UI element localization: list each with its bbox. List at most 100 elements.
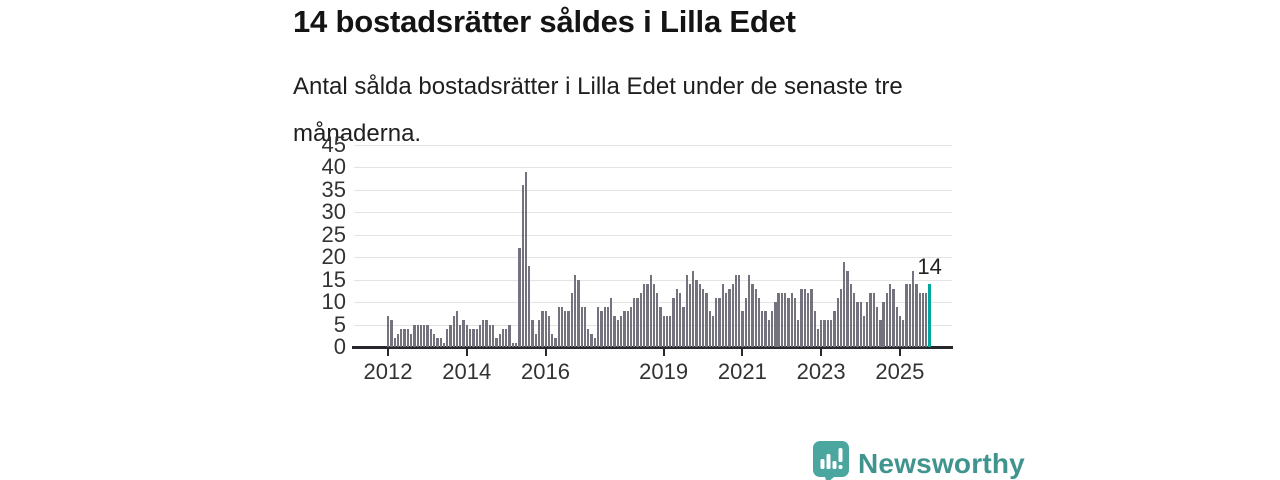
x-axis-tick-label: 2023 — [796, 359, 846, 384]
bar — [495, 338, 498, 347]
y-axis-tick-label: 10 — [321, 289, 346, 315]
bar — [872, 293, 875, 347]
bar — [652, 284, 656, 347]
bar — [711, 315, 715, 347]
bar — [498, 333, 501, 347]
bar — [738, 275, 741, 347]
bar — [882, 302, 885, 347]
bar — [705, 293, 708, 347]
x-axis-tick — [544, 349, 547, 356]
bar — [761, 311, 764, 347]
x-axis-tick-label: 2016 — [521, 359, 570, 384]
bar — [518, 248, 521, 347]
bar — [547, 315, 551, 347]
bar — [885, 293, 889, 347]
bar — [679, 293, 682, 347]
bar — [574, 275, 577, 347]
page-title: 14 bostadsrätter såldes i Lilla Edet — [293, 4, 796, 39]
bar — [475, 329, 478, 347]
bar — [387, 315, 390, 347]
bar — [915, 284, 918, 347]
bar — [764, 311, 767, 347]
bar — [432, 333, 436, 347]
bar — [587, 329, 590, 347]
brand-name: Newsworthy — [858, 447, 1025, 479]
bar — [898, 315, 902, 347]
bar — [580, 306, 583, 347]
bar — [751, 284, 754, 347]
gridline — [354, 189, 952, 191]
bar — [892, 288, 895, 347]
bar — [616, 320, 619, 347]
bar — [807, 293, 810, 347]
bar — [823, 320, 826, 347]
bar — [426, 324, 429, 347]
bar — [790, 293, 793, 347]
bar — [829, 320, 833, 347]
bar — [662, 315, 665, 347]
bar — [846, 270, 849, 347]
bar — [600, 311, 603, 347]
bar — [715, 297, 718, 347]
bar — [708, 311, 711, 347]
bar — [508, 324, 511, 347]
bar — [534, 333, 537, 347]
bar — [633, 297, 636, 347]
bar — [646, 284, 649, 347]
bar — [866, 302, 869, 347]
bar — [757, 297, 761, 347]
y-axis-tick-label: 25 — [321, 221, 346, 247]
x-axis-tick-label: 2025 — [875, 359, 925, 384]
bar — [597, 306, 600, 347]
bar — [875, 306, 879, 347]
bar — [682, 306, 685, 347]
bar — [531, 320, 534, 347]
bar — [724, 293, 728, 347]
bar — [501, 329, 505, 347]
bar — [675, 288, 679, 347]
gridline — [354, 212, 952, 214]
bar — [718, 297, 721, 347]
bar — [419, 324, 423, 347]
x-axis-tick — [465, 349, 468, 356]
bar — [400, 329, 403, 347]
bar — [577, 279, 580, 347]
x-axis-tick-label: 2012 — [363, 359, 413, 384]
bar — [623, 311, 626, 347]
y-axis-tick-label: 40 — [321, 154, 346, 180]
gridline — [354, 279, 952, 281]
y-axis-tick-label: 35 — [321, 176, 346, 202]
bar — [452, 315, 455, 347]
bar — [593, 338, 597, 347]
bar — [436, 338, 439, 347]
newsworthy-speech-bubble-chart-icon — [812, 440, 850, 480]
y-axis-tick-label: 15 — [321, 266, 346, 292]
bar — [698, 284, 702, 347]
bar — [528, 266, 531, 347]
x-axis-tick — [662, 349, 665, 356]
bar — [777, 293, 780, 347]
bar — [839, 288, 843, 347]
x-axis-tick-label: 2019 — [639, 359, 689, 384]
bar — [485, 320, 488, 347]
bar — [629, 306, 633, 347]
bar — [488, 324, 492, 347]
y-axis-tick-label: 5 — [333, 311, 346, 337]
bar — [472, 329, 475, 347]
bar — [459, 324, 462, 347]
bar — [636, 297, 639, 347]
bar — [908, 284, 912, 347]
bar — [449, 324, 452, 347]
bar — [856, 302, 859, 347]
bar — [619, 315, 623, 347]
bar — [603, 306, 606, 347]
bar — [439, 338, 442, 347]
bar — [728, 288, 731, 347]
chart-subtitle: Antal sålda bostadsrätter i Lilla Edet u… — [293, 73, 903, 147]
bar — [446, 329, 449, 347]
bar — [685, 275, 688, 347]
bar — [537, 320, 541, 347]
bar — [659, 306, 662, 347]
bar — [462, 320, 465, 347]
